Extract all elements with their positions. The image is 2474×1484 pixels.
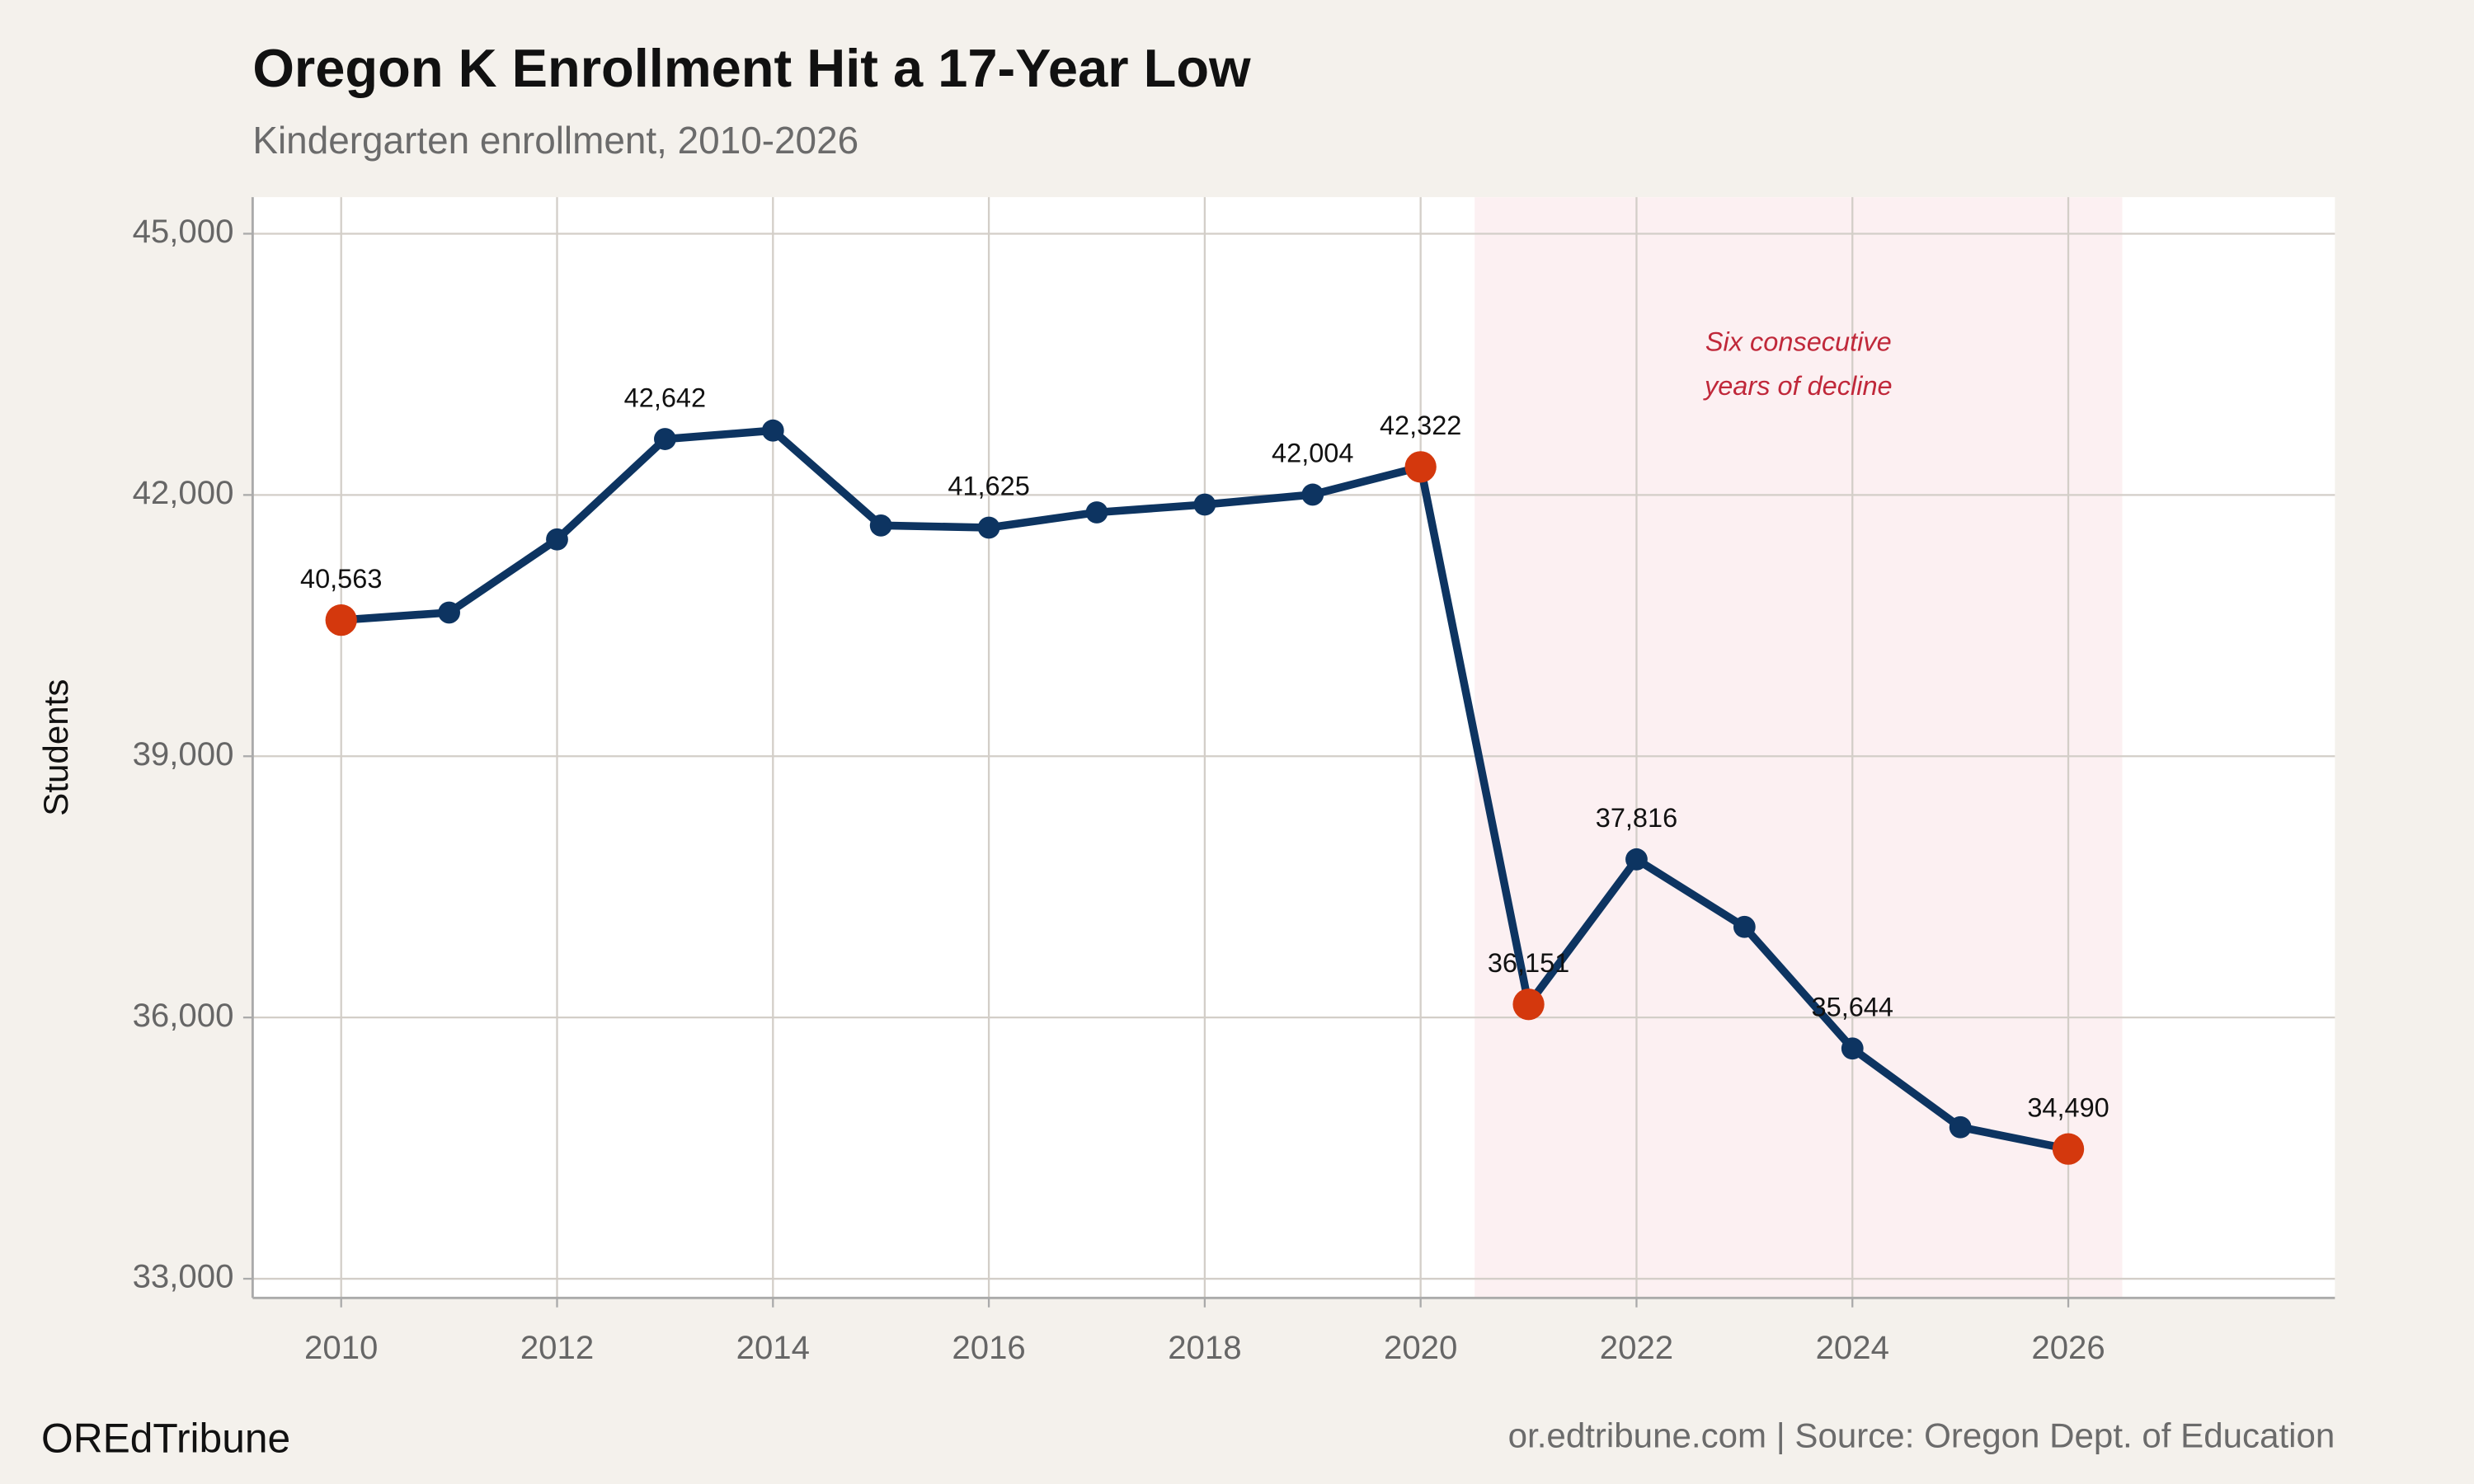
highlight-point bbox=[325, 604, 357, 636]
point bbox=[546, 528, 568, 551]
y-tick-label: 39,000 bbox=[133, 735, 234, 773]
data-label: 42,322 bbox=[1380, 411, 1461, 440]
point bbox=[1085, 501, 1108, 524]
x-tick-label: 2026 bbox=[2031, 1329, 2105, 1366]
x-tick-label: 2010 bbox=[304, 1329, 378, 1366]
brand: OREdTribune bbox=[41, 1415, 290, 1461]
point bbox=[1841, 1037, 1864, 1060]
highlight-point bbox=[1404, 451, 1437, 483]
point bbox=[869, 514, 892, 537]
point bbox=[977, 516, 1000, 539]
highlight-point bbox=[1512, 989, 1545, 1021]
x-tick-label: 2024 bbox=[1816, 1329, 1889, 1366]
x-tick-label: 2012 bbox=[520, 1329, 594, 1366]
data-label: 37,816 bbox=[1596, 803, 1677, 833]
data-label: 40,563 bbox=[300, 564, 382, 594]
x-tick-label: 2014 bbox=[736, 1329, 810, 1366]
data-label: 34,490 bbox=[2027, 1092, 2109, 1122]
point bbox=[1625, 848, 1648, 871]
data-label: 36,151 bbox=[1488, 948, 1569, 978]
chart-subtitle: Kindergarten enrollment, 2010-2026 bbox=[252, 119, 858, 162]
y-tick-label: 45,000 bbox=[133, 213, 234, 250]
point bbox=[438, 601, 460, 624]
data-label: 35,644 bbox=[1812, 993, 1893, 1022]
chart-title: Oregon K Enrollment Hit a 17-Year Low bbox=[252, 38, 1251, 98]
point bbox=[1949, 1115, 1972, 1139]
y-tick-label: 33,000 bbox=[133, 1258, 234, 1295]
y-tick-label: 42,000 bbox=[133, 474, 234, 511]
y-tick-label: 36,000 bbox=[133, 997, 234, 1034]
point bbox=[1301, 483, 1324, 506]
data-label: 42,642 bbox=[624, 383, 706, 412]
data-label: 42,004 bbox=[1272, 439, 1353, 468]
x-tick-label: 2020 bbox=[1384, 1329, 1457, 1366]
shaded-region bbox=[1475, 197, 2123, 1298]
data-label: 41,625 bbox=[948, 472, 1029, 501]
annotation: Six consecutive bbox=[1705, 327, 1892, 357]
x-tick-label: 2018 bbox=[1168, 1329, 1241, 1366]
point bbox=[761, 419, 784, 442]
y-axis-label: Students bbox=[36, 679, 75, 816]
highlight-point bbox=[2052, 1133, 2085, 1165]
point bbox=[1733, 915, 1756, 938]
point bbox=[1193, 493, 1216, 516]
x-tick-label: 2016 bbox=[952, 1329, 1025, 1366]
source: or.edtribune.com | Source: Oregon Dept. … bbox=[1508, 1416, 2335, 1455]
x-tick-label: 2022 bbox=[1600, 1329, 1673, 1366]
point bbox=[654, 428, 676, 450]
annotation: years of decline bbox=[1703, 371, 1893, 401]
